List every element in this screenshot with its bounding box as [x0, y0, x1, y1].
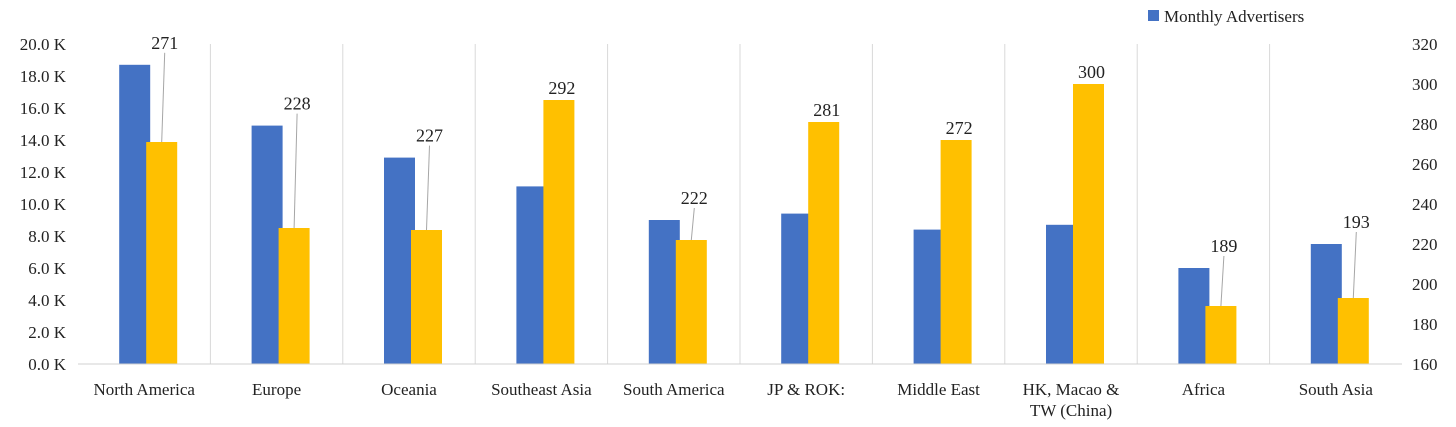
bar-monthly-advertisers: [251, 125, 283, 364]
data-label: 189: [1210, 236, 1237, 256]
bar-secondary-series: [1205, 306, 1237, 364]
bar-secondary-series: [1073, 84, 1104, 364]
data-label-leader: [1352, 231, 1357, 299]
category-label: JP & ROK:: [767, 380, 845, 399]
left-axis-tick-label: 14.0 K: [20, 131, 67, 150]
data-label-leader: [293, 113, 298, 229]
bar-monthly-advertisers: [648, 220, 680, 364]
category-label: Europe: [252, 380, 301, 399]
data-label: 193: [1343, 212, 1370, 232]
category-label: Middle East: [897, 380, 980, 399]
bar-monthly-advertisers: [384, 157, 415, 364]
category-label: South Asia: [1299, 380, 1374, 399]
bar-monthly-advertisers: [119, 64, 151, 365]
legend: Monthly Advertisers: [1148, 7, 1304, 26]
data-label-leader: [690, 207, 695, 241]
bar-monthly-advertisers: [1310, 244, 1342, 364]
bar-secondary-series: [411, 230, 442, 364]
left-axis-tick-label: 10.0 K: [20, 195, 67, 214]
right-axis-tick-label: 180: [1412, 315, 1438, 334]
right-axis-tick-label: 200: [1412, 275, 1438, 294]
bar-monthly-advertisers: [1046, 224, 1077, 364]
right-axis-tick-label: 300: [1412, 75, 1438, 94]
right-axis-tick-label: 320: [1412, 35, 1438, 54]
category-label: HK, Macao & TW (China): [1023, 380, 1120, 420]
data-label: 222: [681, 188, 708, 208]
bar-monthly-advertisers: [516, 186, 548, 364]
bar-secondary-series: [146, 142, 178, 364]
data-label: 300: [1078, 62, 1105, 82]
data-label: 281: [813, 100, 840, 120]
data-label-leader: [1220, 255, 1225, 307]
data-label-leader: [426, 145, 430, 231]
category-label: Southeast Asia: [491, 380, 592, 399]
category-label: North America: [93, 380, 195, 399]
legend-swatch-monthly-advertisers: [1148, 10, 1159, 21]
right-axis-tick-label: 240: [1412, 195, 1438, 214]
bar-secondary-series: [675, 240, 707, 364]
bar-secondary-series: [808, 122, 840, 364]
data-label: 271: [151, 33, 178, 53]
bar-monthly-advertisers: [913, 229, 945, 364]
data-label-leader: [161, 52, 166, 143]
left-axis-tick-label: 2.0 K: [28, 323, 67, 342]
data-label: 227: [416, 126, 443, 146]
legend-label-monthly-advertisers: Monthly Advertisers: [1164, 7, 1304, 26]
category-label: Oceania: [381, 380, 437, 399]
left-axis-tick-label: 4.0 K: [28, 291, 67, 310]
data-label: 292: [548, 78, 575, 98]
data-label: 228: [284, 94, 311, 114]
bar-secondary-series: [543, 100, 575, 364]
category-label: South America: [623, 380, 725, 399]
bar-secondary-series: [1337, 298, 1369, 364]
left-axis-tick-label: 6.0 K: [28, 259, 67, 278]
right-axis-tick-label: 260: [1412, 155, 1438, 174]
bar-monthly-advertisers: [781, 213, 813, 364]
right-axis-tick-label: 160: [1412, 355, 1438, 374]
right-axis-tick-label: 220: [1412, 235, 1438, 254]
right-axis-tick-label: 280: [1412, 115, 1438, 134]
category-label: Africa: [1182, 380, 1226, 399]
left-axis-tick-label: 20.0 K: [20, 35, 67, 54]
bar-monthly-advertisers: [1178, 268, 1210, 364]
left-axis-tick-label: 0.0 K: [28, 355, 67, 374]
bar-secondary-series: [278, 228, 310, 364]
left-axis-tick-label: 16.0 K: [20, 99, 67, 118]
bar-secondary-series: [940, 140, 972, 364]
left-axis-tick-label: 8.0 K: [28, 227, 67, 246]
data-label: 272: [946, 118, 973, 138]
left-axis-tick-label: 12.0 K: [20, 163, 67, 182]
left-axis-tick-label: 18.0 K: [20, 67, 67, 86]
